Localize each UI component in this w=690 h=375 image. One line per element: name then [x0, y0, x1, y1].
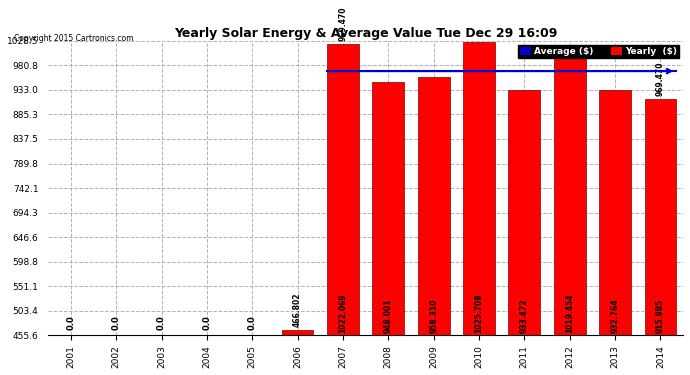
Text: 958.310: 958.310 [429, 298, 438, 333]
Text: 915.985: 915.985 [656, 298, 665, 333]
Text: 969.470: 969.470 [656, 62, 665, 96]
Bar [327, 44, 359, 336]
Text: 0.0: 0.0 [202, 316, 211, 330]
Bar [599, 90, 631, 336]
Text: 1022.069: 1022.069 [338, 293, 348, 333]
Bar [463, 42, 495, 336]
Text: 0.0: 0.0 [112, 316, 121, 330]
Text: 0.0: 0.0 [66, 316, 75, 330]
Bar [509, 90, 540, 336]
Text: Copyright 2015 Cartronics.com: Copyright 2015 Cartronics.com [14, 34, 133, 43]
Text: 0.0: 0.0 [157, 316, 166, 330]
Text: 933.472: 933.472 [520, 298, 529, 333]
Legend: Average ($), Yearly  ($): Average ($), Yearly ($) [518, 45, 678, 58]
Text: 969.470: 969.470 [338, 7, 348, 42]
Bar [554, 45, 586, 336]
Bar [282, 330, 313, 336]
Text: 466.802: 466.802 [293, 292, 302, 327]
Text: 1019.454: 1019.454 [565, 293, 574, 333]
Text: 932.764: 932.764 [611, 298, 620, 333]
Bar [417, 77, 449, 336]
Bar [373, 82, 404, 336]
Bar [644, 99, 676, 336]
Text: 948.001: 948.001 [384, 298, 393, 333]
Title: Yearly Solar Energy & Average Value Tue Dec 29 16:09: Yearly Solar Energy & Average Value Tue … [174, 27, 558, 39]
Text: 0.0: 0.0 [248, 316, 257, 330]
Text: 1025.708: 1025.708 [475, 293, 484, 333]
